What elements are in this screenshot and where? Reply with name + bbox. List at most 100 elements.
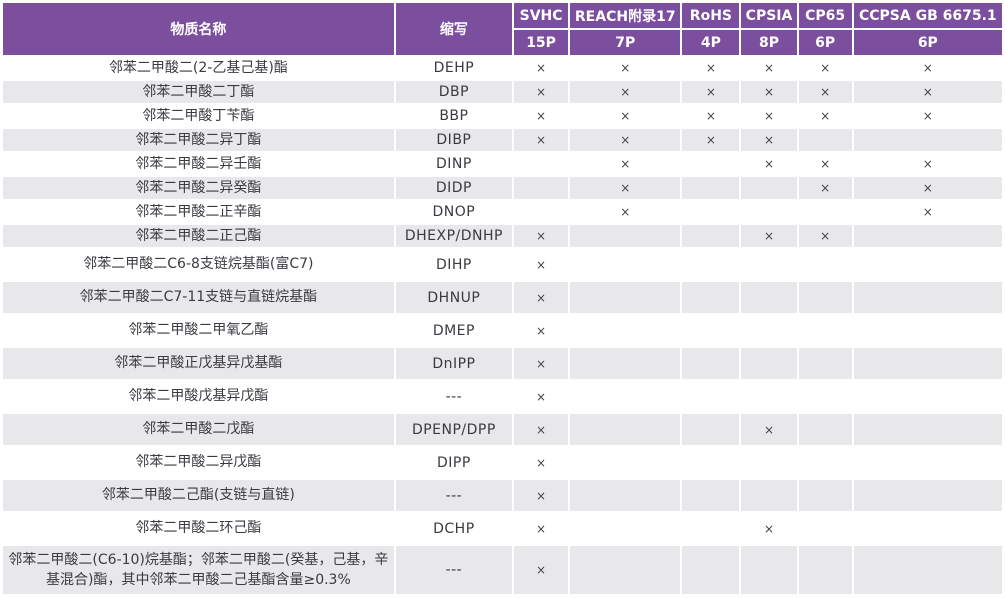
- restriction-mark-cell: ×: [514, 480, 569, 511]
- restriction-mark-cell: ×: [514, 513, 569, 544]
- header-row-counts: 15P 7P 4P 8P 6P 6P: [3, 30, 1002, 55]
- substance-name-cell: 邻苯二甲酸二异戊酯: [3, 447, 394, 478]
- restriction-mark-cell: ×: [514, 315, 569, 346]
- restriction-mark-cell: ×: [741, 105, 797, 127]
- restriction-mark-cell: ×: [570, 153, 681, 175]
- empty-mark-cell: [798, 414, 852, 445]
- table-row: 邻苯二甲酸二环己酯 DCHP × ×: [3, 513, 1002, 544]
- table-row: 邻苯二甲酸二C7-11支链与直链烷基酯 DHNUP ×: [3, 282, 1002, 313]
- subheader-ccpsa-count: 6P: [853, 30, 1002, 55]
- empty-mark-cell: [682, 153, 740, 175]
- abbreviation-cell: BBP: [395, 105, 513, 127]
- column-header-reach-annex17: REACH附录17: [570, 3, 681, 28]
- empty-mark-cell: [682, 225, 740, 247]
- restriction-mark-cell: ×: [570, 81, 681, 103]
- restriction-mark-cell: ×: [682, 81, 740, 103]
- restriction-mark-cell: ×: [514, 282, 569, 313]
- substance-name-cell: 邻苯二甲酸二(2-乙基己基)酯: [3, 57, 394, 79]
- empty-mark-cell: [741, 447, 797, 478]
- restriction-mark-cell: ×: [514, 81, 569, 103]
- empty-mark-cell: [570, 513, 681, 544]
- substance-name-cell: 邻苯二甲酸二丁酯: [3, 81, 394, 103]
- empty-mark-cell: [570, 447, 681, 478]
- substance-name-cell: 邻苯二甲酸二异癸酯: [3, 177, 394, 199]
- substance-name-cell: 邻苯二甲酸二己酯(支链与直链): [3, 480, 394, 511]
- table-row: 邻苯二甲酸丁苄酯 BBP × × × × × ×: [3, 105, 1002, 127]
- empty-mark-cell: [682, 177, 740, 199]
- abbreviation-cell: DIBP: [395, 129, 513, 151]
- restriction-mark-cell: ×: [514, 225, 569, 247]
- abbreviation-cell: ---: [395, 546, 513, 594]
- restriction-mark-cell: ×: [514, 348, 569, 379]
- empty-mark-cell: [570, 249, 681, 280]
- empty-mark-cell: [853, 315, 1002, 346]
- restriction-mark-cell: ×: [514, 57, 569, 79]
- empty-mark-cell: [853, 381, 1002, 412]
- substance-name-cell: 邻苯二甲酸二甲氧乙酯: [3, 315, 394, 346]
- empty-mark-cell: [741, 315, 797, 346]
- table-row: 邻苯二甲酸二异壬酯 DINP × × × ×: [3, 153, 1002, 175]
- empty-mark-cell: [570, 315, 681, 346]
- abbreviation-cell: DHNUP: [395, 282, 513, 313]
- table-row: 邻苯二甲酸二甲氧乙酯 DMEP ×: [3, 315, 1002, 346]
- abbreviation-cell: DMEP: [395, 315, 513, 346]
- substance-name-cell: 邻苯二甲酸二正辛酯: [3, 201, 394, 223]
- empty-mark-cell: [853, 225, 1002, 247]
- empty-mark-cell: [514, 201, 569, 223]
- table-row: 邻苯二甲酸二异丁酯 DIBP × × × ×: [3, 129, 1002, 151]
- restriction-mark-cell: ×: [514, 105, 569, 127]
- empty-mark-cell: [682, 381, 740, 412]
- empty-mark-cell: [682, 249, 740, 280]
- restriction-mark-cell: ×: [798, 153, 852, 175]
- abbreviation-cell: DIHP: [395, 249, 513, 280]
- column-header-ccpsa-gb6675: CCPSA GB 6675.1: [853, 3, 1002, 28]
- empty-mark-cell: [853, 480, 1002, 511]
- restriction-mark-cell: ×: [570, 105, 681, 127]
- restriction-mark-cell: ×: [682, 105, 740, 127]
- abbreviation-cell: DEHP: [395, 57, 513, 79]
- table-row: 邻苯二甲酸二(2-乙基己基)酯 DEHP × × × × × ×: [3, 57, 1002, 79]
- empty-mark-cell: [853, 546, 1002, 594]
- table-row: 邻苯二甲酸二正辛酯 DNOP × ×: [3, 201, 1002, 223]
- empty-mark-cell: [741, 177, 797, 199]
- abbreviation-cell: DPENP/DPP: [395, 414, 513, 445]
- empty-mark-cell: [570, 225, 681, 247]
- table-body: 邻苯二甲酸二(2-乙基己基)酯 DEHP × × × × × × 邻苯二甲酸二丁酯 DBP × × × ×…: [3, 57, 1002, 594]
- empty-mark-cell: [853, 513, 1002, 544]
- substance-name-cell: 邻苯二甲酸二C6-8支链烷基酯(富C7): [3, 249, 394, 280]
- empty-mark-cell: [682, 348, 740, 379]
- empty-mark-cell: [741, 381, 797, 412]
- restriction-mark-cell: ×: [741, 81, 797, 103]
- empty-mark-cell: [570, 414, 681, 445]
- empty-mark-cell: [798, 480, 852, 511]
- restriction-mark-cell: ×: [514, 249, 569, 280]
- empty-mark-cell: [682, 546, 740, 594]
- restriction-mark-cell: ×: [853, 81, 1002, 103]
- restriction-mark-cell: ×: [798, 57, 852, 79]
- empty-mark-cell: [853, 129, 1002, 151]
- empty-mark-cell: [853, 249, 1002, 280]
- empty-mark-cell: [741, 249, 797, 280]
- empty-mark-cell: [798, 201, 852, 223]
- table-row: 邻苯二甲酸二己酯(支链与直链) --- ×: [3, 480, 1002, 511]
- abbreviation-cell: DINP: [395, 153, 513, 175]
- empty-mark-cell: [741, 546, 797, 594]
- empty-mark-cell: [682, 315, 740, 346]
- substance-name-cell: 邻苯二甲酸二环己酯: [3, 513, 394, 544]
- substance-name-cell: 邻苯二甲酸二戊酯: [3, 414, 394, 445]
- empty-mark-cell: [798, 348, 852, 379]
- empty-mark-cell: [570, 381, 681, 412]
- empty-mark-cell: [570, 480, 681, 511]
- subheader-cpsia-count: 8P: [741, 30, 797, 55]
- table-row: 邻苯二甲酸二(C6-10)烷基酯；邻苯二甲酸二(癸基，己基，辛基混合)酯，其中邻…: [3, 546, 1002, 594]
- restriction-mark-cell: ×: [682, 57, 740, 79]
- subheader-svhc-count: 15P: [514, 30, 569, 55]
- restriction-mark-cell: ×: [853, 201, 1002, 223]
- subheader-rohs-count: 4P: [682, 30, 740, 55]
- abbreviation-cell: ---: [395, 480, 513, 511]
- restriction-mark-cell: ×: [853, 105, 1002, 127]
- empty-mark-cell: [853, 282, 1002, 313]
- restriction-mark-cell: ×: [570, 177, 681, 199]
- restriction-mark-cell: ×: [798, 105, 852, 127]
